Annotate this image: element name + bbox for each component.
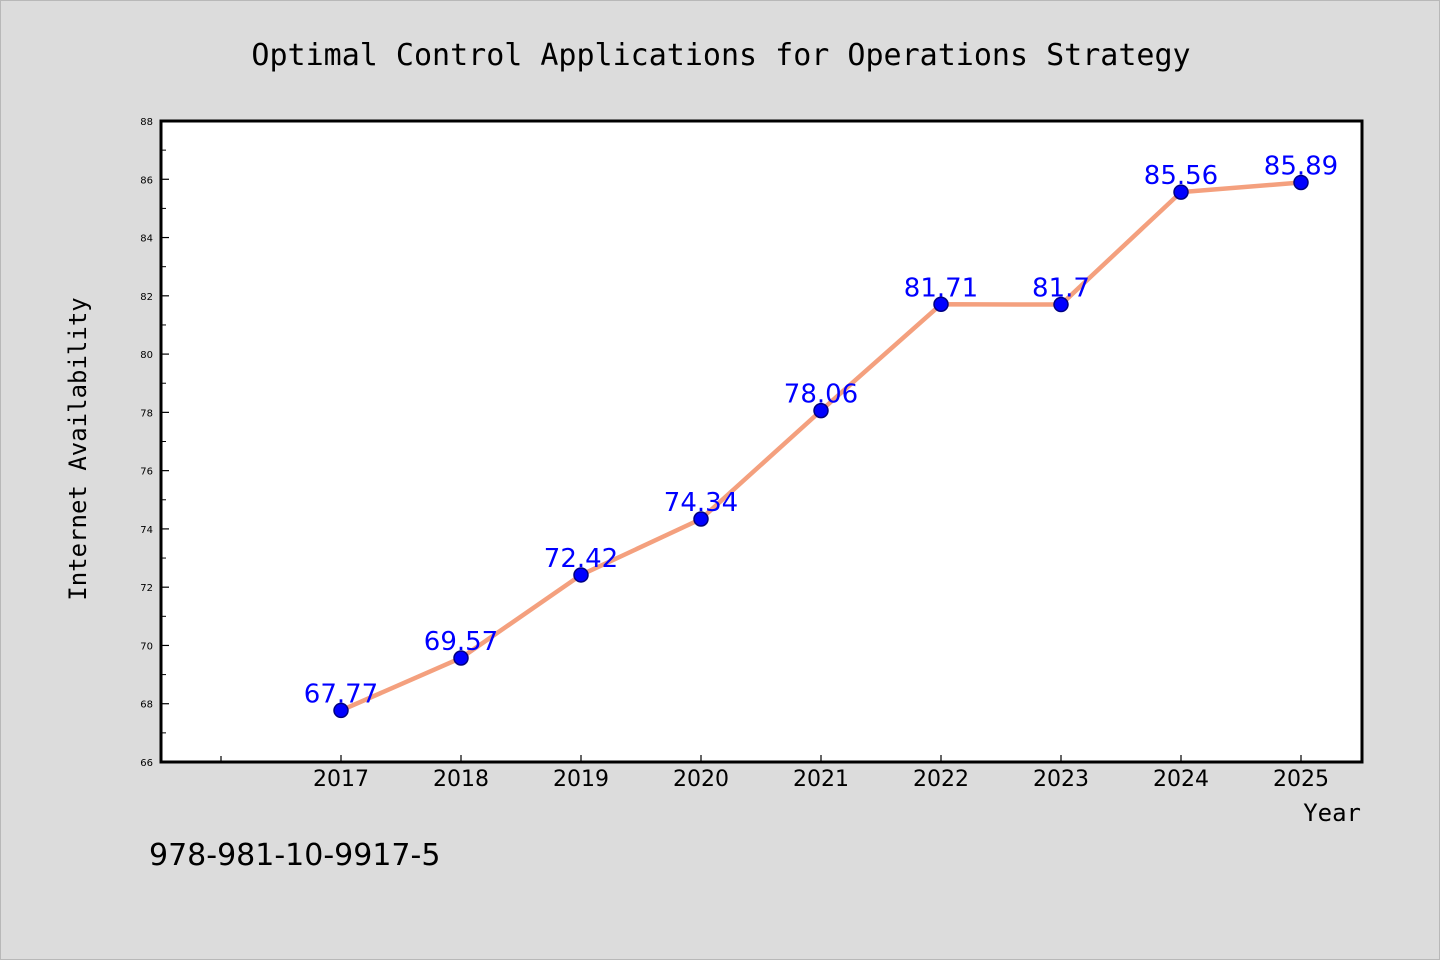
- plot-area: [159, 119, 1364, 764]
- x-tick-label: 2017: [313, 767, 369, 792]
- data-label: 85.56: [1144, 161, 1218, 191]
- x-tick-label: 2018: [433, 767, 489, 792]
- data-label: 81.71: [904, 273, 978, 303]
- y-tick-label: 82: [140, 292, 153, 303]
- data-label: 67.77: [304, 679, 378, 709]
- data-point: [453, 650, 469, 666]
- data-point: [573, 567, 589, 583]
- y-tick-label: 86: [140, 175, 153, 186]
- data-point: [1173, 184, 1189, 200]
- data-point: [933, 296, 949, 313]
- y-axis-label: Internet Availability: [64, 297, 92, 600]
- data-point: [1293, 174, 1309, 191]
- x-tick-label: 2019: [553, 767, 609, 792]
- data-label: 72.42: [544, 544, 618, 574]
- x-tick-label: 2022: [913, 767, 969, 792]
- x-axis-label: Year: [1303, 799, 1361, 827]
- y-tick-label: 78: [140, 408, 153, 419]
- x-tick-label: 2020: [673, 767, 729, 792]
- chart-title: Optimal Control Applications for Operati…: [251, 38, 1190, 73]
- y-tick-label: 70: [140, 641, 153, 652]
- y-tick-label: 84: [140, 234, 153, 245]
- y-tick-label: 68: [140, 700, 153, 711]
- y-tick-label: 74: [140, 525, 153, 536]
- data-point: [1053, 296, 1069, 313]
- y-axis-ticks: 66 68 70 72 74 76 78 80 82 84 86 88: [140, 117, 169, 769]
- data-point: [813, 402, 829, 419]
- x-tick-label: 2023: [1033, 767, 1089, 792]
- y-tick-label: 72: [140, 583, 153, 594]
- x-tick-label: 2021: [793, 767, 849, 792]
- y-tick-label: 76: [140, 467, 153, 478]
- data-labels: 67.77 69.57 72.42 74.34 78.06 81.71 81.7 85.56 8…: [304, 151, 1338, 709]
- y-tick-label: 66: [140, 758, 153, 769]
- data-point: [693, 511, 709, 527]
- data-label: 78.06: [784, 380, 858, 410]
- isbn-text: 978-981-10-9917-5: [149, 838, 440, 873]
- data-label: 74.34: [664, 488, 738, 518]
- data-point: [333, 702, 349, 719]
- x-tick-label: 2025: [1273, 767, 1329, 792]
- data-label: 85.89: [1264, 151, 1338, 181]
- x-axis-ticks: 2017 2018 2019 2020 2021 2022 2023 2024 2025: [220, 755, 1329, 792]
- x-tick-label: 2024: [1153, 767, 1209, 792]
- data-label: 69.57: [424, 627, 498, 657]
- y-tick-label: 80: [140, 350, 153, 361]
- data-label: 81.7: [1032, 274, 1090, 304]
- y-tick-label: 88: [140, 117, 153, 128]
- data-markers: [333, 174, 1309, 719]
